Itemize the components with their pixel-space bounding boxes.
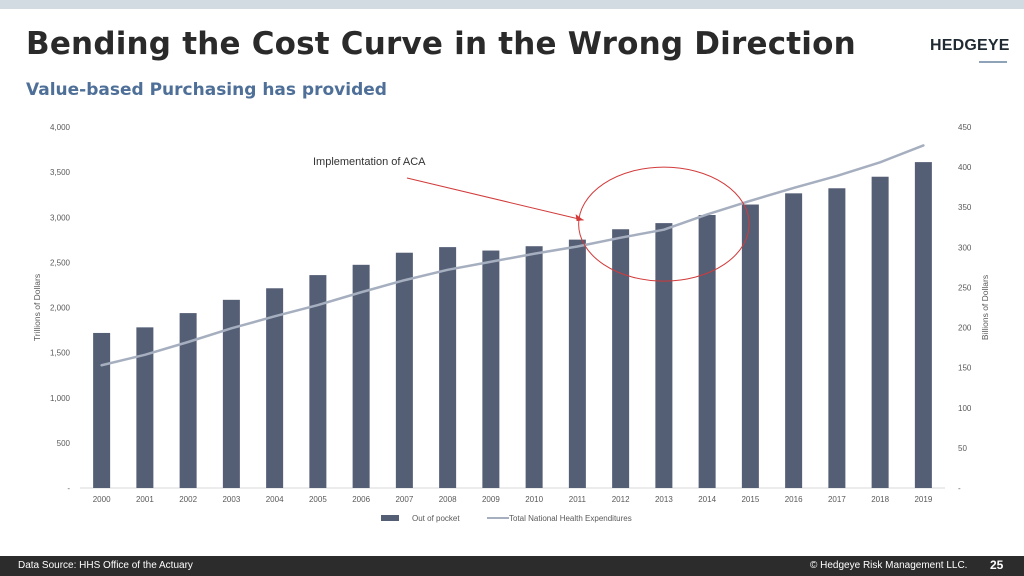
bar-out-of-pocket (179, 313, 197, 488)
copyright-text: © Hedgeye Risk Management LLC. (810, 560, 968, 571)
x-axis-tick-label: 2002 (179, 495, 197, 504)
left-axis-tick-label: 1,500 (50, 349, 71, 358)
bar-out-of-pocket (914, 162, 932, 489)
bar-out-of-pocket (309, 275, 327, 488)
right-axis-tick-label: 400 (958, 163, 972, 172)
left-axis-tick-label: 1,000 (50, 394, 71, 403)
left-axis-tick-label: 3,500 (50, 168, 71, 177)
x-axis-tick-label: 2004 (266, 495, 284, 504)
right-axis-tick-label: 50 (958, 444, 967, 453)
right-axis-tick-label: 150 (958, 364, 972, 373)
right-axis-tick-label: 450 (958, 123, 972, 132)
x-axis-tick-label: 2019 (914, 495, 932, 504)
x-axis-tick-label: 2005 (309, 495, 327, 504)
footer-bar: Data Source: HHS Office of the Actuary ©… (0, 556, 1024, 576)
bar-out-of-pocket (785, 193, 803, 488)
right-axis-tick-label: 350 (958, 203, 972, 212)
bar-out-of-pocket (439, 247, 457, 488)
x-axis-tick-label: 2012 (612, 495, 630, 504)
bar-out-of-pocket (741, 204, 759, 488)
left-axis-tick-label: - (67, 484, 70, 493)
x-axis-tick-label: 2008 (439, 495, 457, 504)
x-axis-tick-label: 2013 (655, 495, 673, 504)
data-source-note: Data Source: HHS Office of the Actuary (18, 560, 193, 571)
right-axis-tick-label: - (958, 484, 961, 493)
combo-chart: - 500 1,000 1,500 2,000 2,500 3,000 3,500 4,000 -… (32, 123, 990, 523)
bar-out-of-pocket (871, 176, 889, 488)
left-axis-tick-label: 2,000 (50, 304, 71, 313)
x-axis-tick-label: 2017 (828, 495, 846, 504)
bar-out-of-pocket (93, 332, 111, 488)
right-axis-title: Billions of Dollars (980, 275, 990, 340)
x-axis-tick-label: 2011 (569, 495, 587, 504)
left-axis-tick-label: 500 (57, 439, 71, 448)
x-axis-tick-label: 2014 (698, 495, 716, 504)
aca-highlight-ellipse (578, 166, 750, 282)
page-subtitle: Value-based Purchasing has provided (26, 80, 387, 100)
x-axis-tick-label: 2010 (525, 495, 543, 504)
bar-out-of-pocket (698, 214, 716, 488)
annotation-arrowhead (575, 214, 584, 222)
annotation-label: Implementation of ACA (313, 156, 426, 168)
bar-out-of-pocket (222, 299, 240, 488)
bar-out-of-pocket (482, 250, 500, 488)
bar-out-of-pocket (352, 264, 370, 488)
page-title: Bending the Cost Curve in the Wrong Dire… (26, 26, 856, 62)
right-axis-tick-label: 100 (958, 404, 972, 413)
bar-out-of-pocket (655, 223, 673, 488)
logo-underline (979, 61, 1007, 63)
left-axis-tick-label: 3,000 (50, 213, 71, 222)
x-axis-tick-label: 2016 (785, 495, 803, 504)
x-axis-tick-label: 2001 (136, 495, 154, 504)
bar-out-of-pocket (266, 288, 284, 488)
legend-swatch-bar (381, 515, 399, 521)
legend-label-line: Total National Health Expenditures (509, 514, 632, 523)
x-axis-tick-label: 2009 (482, 495, 500, 504)
bar-out-of-pocket (525, 246, 543, 488)
left-axis-tick-label: 2,500 (50, 258, 71, 267)
x-axis-tick-label: 2015 (741, 495, 759, 504)
line-total-nhe (100, 144, 925, 367)
left-axis-tick-label: 4,000 (50, 123, 71, 132)
page-number: 25 (990, 558, 1004, 572)
top-accent-bar (0, 0, 1024, 9)
brand-logo: HEDGEYE (930, 37, 1010, 54)
right-axis-tick-label: 250 (958, 283, 972, 292)
x-axis-tick-label: 2018 (871, 495, 889, 504)
bar-out-of-pocket (612, 229, 630, 489)
right-axis-tick-label: 200 (958, 324, 972, 333)
bar-out-of-pocket (395, 252, 413, 488)
right-axis-tick-label: 300 (958, 243, 972, 252)
left-axis-title: Trillions of Dollars (32, 274, 42, 341)
x-axis-tick-label: 2000 (93, 495, 111, 504)
bar-out-of-pocket (568, 239, 586, 488)
legend-label-bar: Out of pocket (412, 514, 460, 523)
x-axis-tick-label: 2003 (222, 495, 240, 504)
bar-out-of-pocket (136, 327, 154, 488)
bar-out-of-pocket (828, 188, 846, 488)
x-axis-tick-label: 2007 (395, 495, 413, 504)
x-axis-tick-label: 2006 (352, 495, 370, 504)
annotation-arrow-line (406, 177, 584, 221)
